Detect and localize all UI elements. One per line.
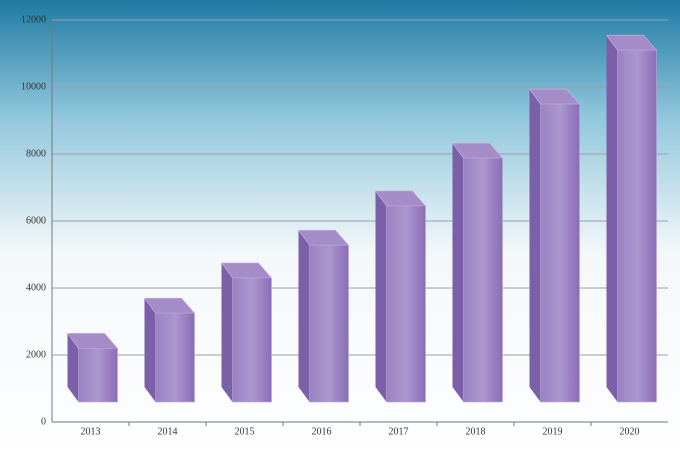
- x-tick-label: 2017: [389, 426, 409, 437]
- x-tick-label: 2013: [81, 426, 101, 437]
- bar-side: [606, 35, 618, 403]
- bar: [617, 49, 657, 403]
- x-tick-label: 2016: [312, 426, 332, 437]
- bar-side: [144, 298, 156, 402]
- x-tick-label: 2019: [543, 426, 563, 437]
- bar: [386, 205, 426, 403]
- y-tick-label: 12000: [21, 14, 46, 25]
- bar: [78, 347, 118, 403]
- x-tick-label: 2018: [466, 426, 486, 437]
- bar-side: [298, 230, 310, 402]
- y-tick-label: 4000: [26, 282, 46, 293]
- bar-side: [221, 262, 233, 402]
- y-tick-label: 2000: [26, 349, 46, 360]
- bar: [463, 157, 503, 403]
- x-tick-label: 2020: [620, 426, 640, 437]
- y-tick-label: 0: [41, 416, 46, 427]
- y-tick-label: 6000: [26, 215, 46, 226]
- x-tick-label: 2014: [158, 426, 178, 437]
- bar-side: [452, 143, 464, 402]
- bar: [540, 103, 580, 403]
- bar: [155, 312, 195, 403]
- bar-side: [529, 89, 541, 403]
- x-tick-label: 2015: [235, 426, 255, 437]
- bar: [309, 244, 349, 403]
- y-tick-label: 8000: [26, 148, 46, 159]
- bar: [232, 277, 272, 403]
- y-tick-label: 10000: [21, 81, 46, 92]
- bar-side: [67, 333, 79, 402]
- bar-side: [375, 190, 387, 402]
